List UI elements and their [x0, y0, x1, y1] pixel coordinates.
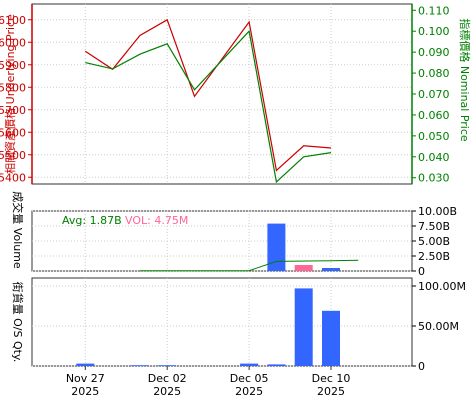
os-qty-bar: [240, 363, 259, 366]
os-qty-axis-title: 街貨量 O/S Qty.: [11, 282, 25, 363]
volume-axis-tick-label: 5.00B: [418, 235, 450, 248]
os-qty-axis-tick-label: 100.00M: [418, 280, 466, 293]
volume-avg-legend: Avg: 1.87B: [62, 214, 122, 227]
volume-bar: [267, 223, 286, 271]
left-axis-tick-label: 25700: [0, 104, 26, 117]
volume-axis-tick-label: 7.50B: [418, 220, 450, 233]
volume-axis-tick-label: 10.00B: [418, 205, 457, 218]
left-axis-tick-label: 25800: [0, 81, 26, 94]
right-axis-tick-label: 0.070: [418, 88, 450, 101]
price-panel-frame: [31, 3, 413, 185]
volume-vol-legend: VOL: 4.75M: [125, 214, 188, 227]
right-axis-tick-label: 0.100: [418, 25, 450, 38]
x-axis-tick-year: 2025: [153, 385, 181, 398]
right-axis-tick-label: 0.090: [418, 46, 450, 59]
volume-bar: [322, 268, 340, 271]
left-axis-tick-label: 25400: [0, 171, 26, 184]
os-qty-bar: [294, 288, 313, 366]
os-qty-bar: [322, 310, 340, 366]
x-axis-tick-label: Dec 10: [312, 372, 351, 385]
right-axis-tick-label: 0.050: [418, 130, 450, 143]
left-axis-tick-label: 26000: [0, 36, 26, 49]
x-axis-tick-label: Dec 02: [148, 372, 187, 385]
x-axis-tick-year: 2025: [317, 385, 345, 398]
left-axis-tick-label: 25600: [0, 126, 26, 139]
os-qty-axis-tick-label: 50.00M: [418, 320, 459, 333]
os-qty-bar: [130, 365, 149, 366]
os-qty-bar: [158, 365, 177, 366]
os-qty-axis-tick-label: 0: [418, 360, 425, 373]
os-qty-bar: [76, 363, 95, 366]
os-qty-bar: [267, 364, 286, 366]
left-axis-tick-label: 25500: [0, 149, 26, 162]
left-axis-title: 相關資產價格 Underlying Price: [3, 14, 17, 174]
x-axis-tick-year: 2025: [71, 385, 99, 398]
left-axis-tick-label: 26100: [0, 14, 26, 27]
os-qty-panel-frame: [31, 277, 413, 367]
right-axis-tick-label: 0.080: [418, 67, 450, 80]
right-axis-tick-label: 0.030: [418, 172, 450, 185]
x-axis-tick-label: Dec 05: [230, 372, 269, 385]
nominal-price-line: [85, 29, 332, 184]
left-axis-tick-label: 25900: [0, 59, 26, 72]
volume-bar: [294, 265, 313, 271]
x-axis-tick-label: Nov 27: [66, 372, 105, 385]
volume-axis-title: 成交量 Volume: [11, 191, 25, 269]
right-axis-tick-label: 0.060: [418, 109, 450, 122]
volume-axis-tick-label: 0: [418, 265, 425, 278]
right-axis-title: 指標價格 Nominal Price: [458, 18, 472, 142]
volume-axis-tick-label: 2.50B: [418, 250, 450, 263]
right-axis-tick-label: 0.040: [418, 151, 450, 164]
underlying-price-line: [84, 18, 332, 172]
x-axis-tick-year: 2025: [235, 385, 263, 398]
chart-panels: 25400 25500 25600 25700 25800 25900 26000 26100…: [0, 3, 472, 398]
volume-average-line: [139, 259, 359, 272]
right-axis-tick-label: 0.110: [418, 4, 450, 17]
